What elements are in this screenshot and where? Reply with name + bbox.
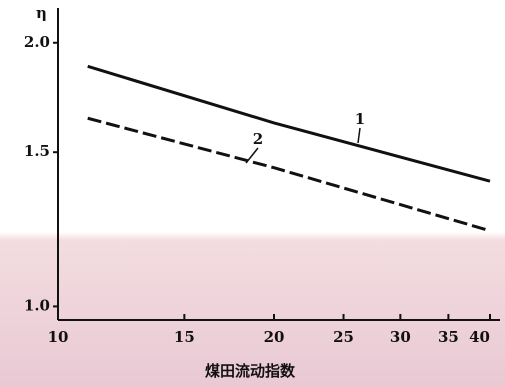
- x-tick-label: 10: [48, 328, 69, 346]
- y-tick-label: 1.5: [24, 142, 50, 160]
- series-label: 1: [355, 110, 365, 128]
- x-tick-label: 30: [390, 328, 411, 346]
- label-leader: [245, 147, 259, 164]
- x-tick-label: 35: [438, 328, 459, 346]
- x-tick-label: 20: [264, 328, 285, 346]
- x-axis-label: 煤田流动指数: [205, 362, 296, 380]
- series-label: 2: [253, 130, 263, 148]
- y-tick-label: 1.0: [24, 296, 50, 314]
- x-tick-label: 40: [469, 328, 490, 346]
- label-leader: [357, 127, 361, 144]
- series-line: [87, 64, 491, 183]
- y-tick-label: 2.0: [24, 33, 50, 51]
- x-tick-label: 25: [333, 328, 354, 346]
- x-tick-label: 15: [174, 328, 195, 346]
- series-line: [87, 116, 491, 233]
- y-axis-label: η: [36, 4, 47, 22]
